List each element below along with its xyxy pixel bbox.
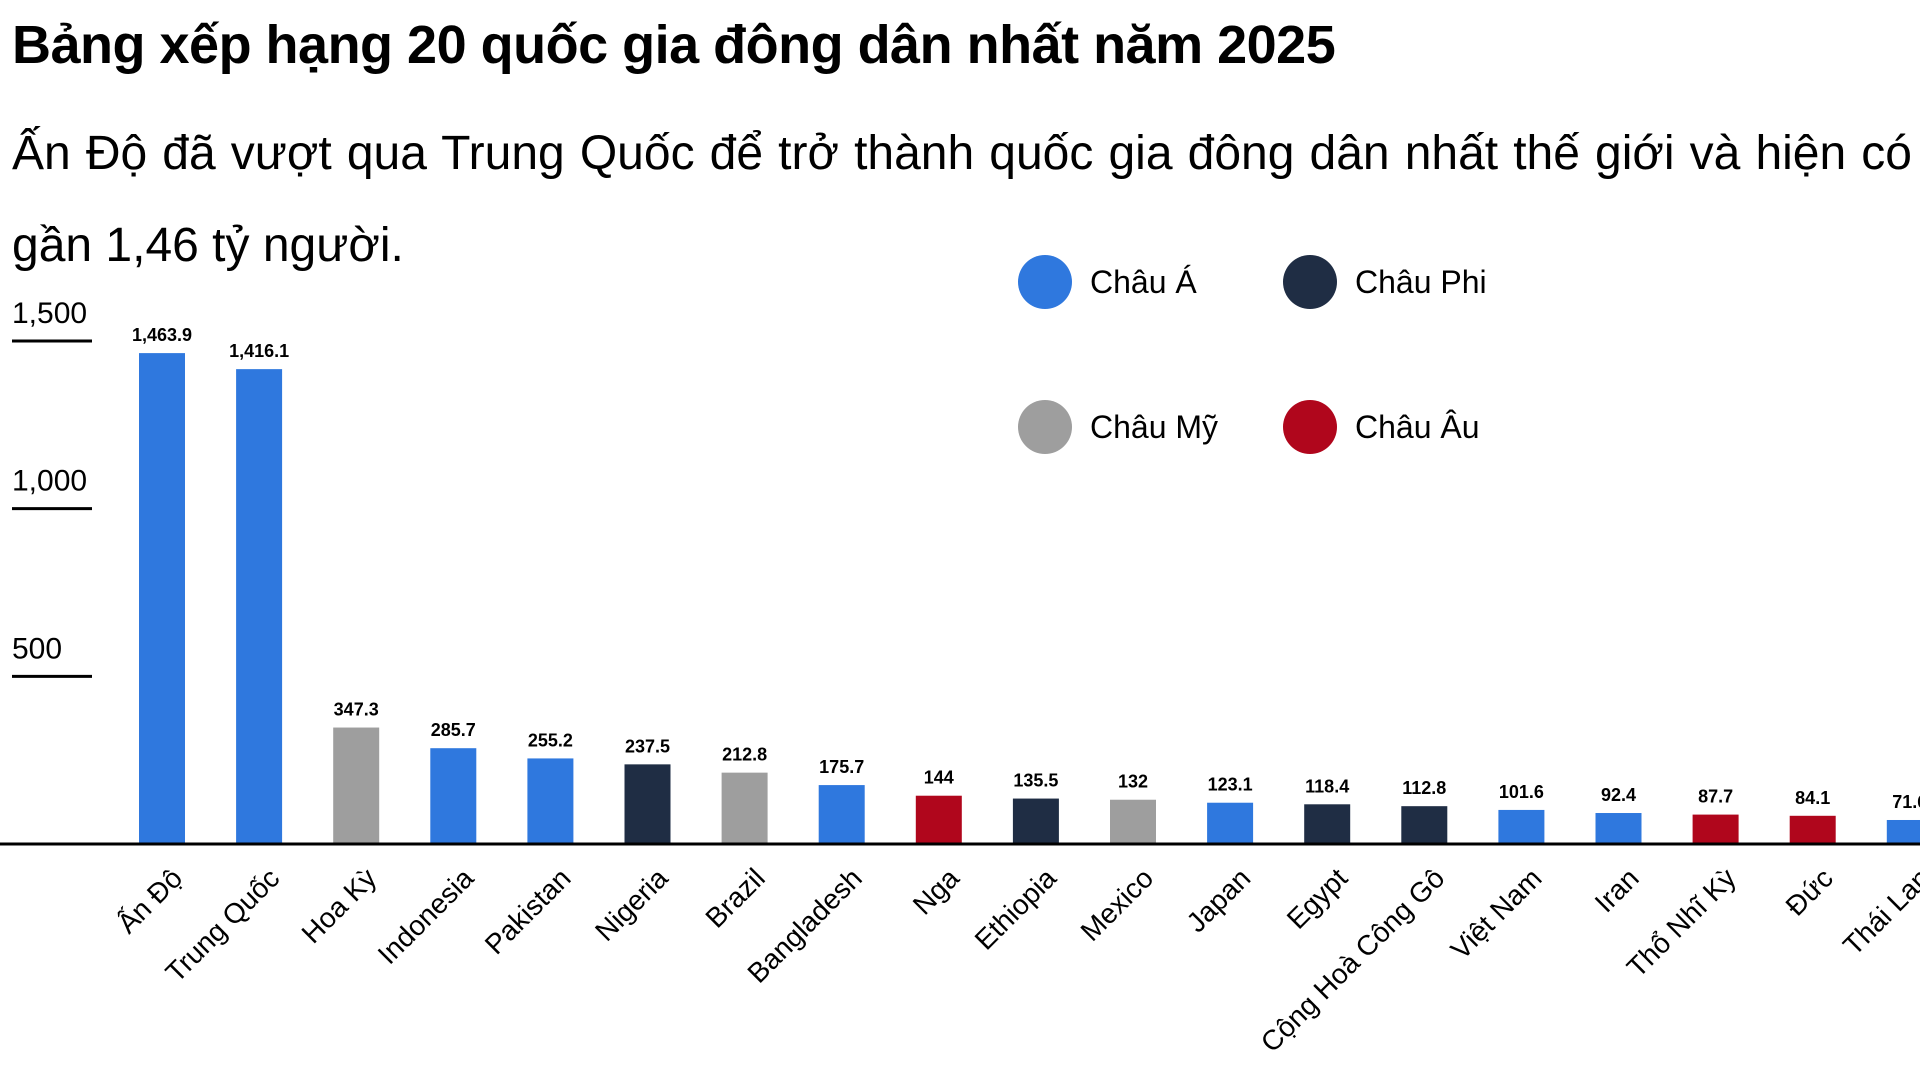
bar <box>1012 798 1059 844</box>
x-tick-label: Cộng Hoà Công Gô <box>1255 862 1451 1058</box>
bar <box>818 785 865 844</box>
x-tick-label: Hoa Kỳ <box>296 862 383 949</box>
x-tick-label: Việt Nam <box>1445 862 1548 965</box>
bar <box>1886 819 1920 844</box>
y-tick-label: 1,000 <box>12 465 87 498</box>
data-label: 237.5 <box>625 736 670 756</box>
data-label: 112.8 <box>1402 778 1446 798</box>
legend-swatch <box>1018 400 1072 454</box>
bar <box>236 369 283 844</box>
legend-swatch <box>1283 255 1337 309</box>
bar <box>1207 802 1254 844</box>
data-label: 71.6 <box>1892 792 1920 812</box>
data-label: 1,416.1 <box>229 341 289 361</box>
bar <box>624 764 671 844</box>
bar <box>1595 813 1642 844</box>
bar <box>1110 799 1156 844</box>
x-tick-label: Pakistan <box>479 862 577 960</box>
legend-label: Châu Á <box>1090 264 1197 300</box>
bar <box>430 748 477 844</box>
bar <box>139 353 185 844</box>
data-label: 101.6 <box>1499 782 1544 802</box>
y-tick-label: 500 <box>12 632 62 665</box>
x-tick-label: Iran <box>1589 862 1645 918</box>
data-label: 285.7 <box>431 720 476 740</box>
legend-swatch <box>1018 255 1072 309</box>
legend-label: Châu Mỹ <box>1090 409 1218 445</box>
data-label: 92.4 <box>1601 785 1636 805</box>
x-tick-label: Ethiopia <box>969 862 1063 956</box>
bar <box>1304 804 1351 844</box>
legend-label: Châu Âu <box>1355 409 1480 445</box>
data-label: 212.8 <box>722 745 767 765</box>
x-tick-label: Egypt <box>1281 862 1354 935</box>
bar <box>333 727 380 844</box>
x-tick-label: Thái Lan <box>1837 862 1920 961</box>
bar <box>527 758 574 844</box>
data-label: 87.7 <box>1698 787 1733 807</box>
data-label: 132 <box>1118 772 1148 792</box>
x-tick-label: Ấn Độ <box>111 862 188 939</box>
chart-title: Bảng xếp hạng 20 quốc gia đông dân nhất … <box>12 15 1336 75</box>
legend-swatch <box>1283 400 1337 454</box>
data-label: 144 <box>924 768 954 788</box>
data-label: 347.3 <box>334 700 379 720</box>
y-tick-label: 1,500 <box>12 297 87 330</box>
data-label: 123.1 <box>1208 775 1253 795</box>
bar <box>1789 815 1836 844</box>
bar <box>915 795 962 844</box>
x-tick-label: Mexico <box>1075 862 1160 947</box>
bar <box>1401 806 1448 844</box>
x-tick-label: Đức <box>1780 862 1839 921</box>
data-label: 118.4 <box>1305 776 1349 796</box>
data-label: 84.1 <box>1795 788 1830 808</box>
data-label: 1,463.9 <box>132 325 192 345</box>
x-tick-label: Indonesia <box>372 862 480 970</box>
bar <box>1498 809 1545 844</box>
x-tick-label: Nga <box>907 862 966 921</box>
bar <box>1692 814 1739 844</box>
x-tick-label: Japan <box>1180 862 1256 938</box>
data-label: 255.2 <box>528 730 573 750</box>
x-tick-label: Brazil <box>699 862 770 933</box>
data-label: 175.7 <box>819 757 864 777</box>
data-label: 135.5 <box>1013 771 1058 791</box>
x-tick-label: Nigeria <box>589 862 674 947</box>
chart-subtitle: Ấn Độ đã vượt qua Trung Quốc để trở thàn… <box>12 127 1912 272</box>
legend-label: Châu Phi <box>1355 264 1487 300</box>
bar <box>721 772 768 844</box>
